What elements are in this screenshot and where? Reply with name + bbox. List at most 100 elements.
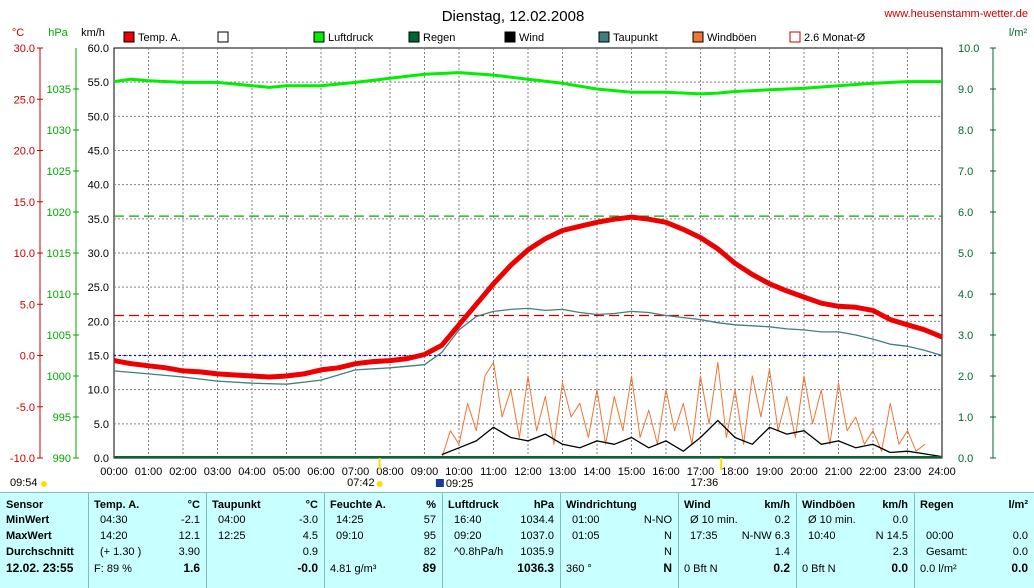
- rain-tick-label: 2.0: [958, 371, 973, 383]
- temp-tick-label: 20.0: [14, 146, 35, 158]
- legend-swatch: [123, 31, 135, 43]
- hum-stats-column: Feuchte A.% 14:25 57 09:10 95 82 4.81 g/m³ 89: [324, 493, 443, 588]
- wind-tick-label: 50.0: [88, 111, 109, 123]
- gust-current-label: 0 Bft N: [802, 563, 836, 575]
- dew-stats-column: Taupunkt °C 04:00 -3.0 12:25 4.5 0.9 -0.0: [206, 493, 325, 588]
- sensor-header: Sensor: [6, 499, 44, 511]
- x-tick-label: 08:00: [376, 466, 404, 478]
- hum-current-label: 4.81 g/m³: [330, 563, 377, 575]
- dew-current-value: -0.0: [297, 561, 318, 575]
- press-current-value: 1036.3: [517, 561, 554, 575]
- website-link[interactable]: www.heusenstamm-wetter.de: [883, 8, 1028, 20]
- rain-axis-unit: l/m²: [1009, 27, 1028, 39]
- weather-chart: °C hPa km/h 30.0 25.0 20.0 15.0 10.0 5.0 0.0 -5.0 -…: [10, 8, 1028, 490]
- rain-tick-label: 7.0: [958, 166, 973, 178]
- wind-tick-label: 15.0: [88, 351, 109, 363]
- rain-tick-label: 1.0: [958, 412, 973, 424]
- rain-current-label: 0.0 l/m²: [920, 563, 957, 575]
- legend-swatch: [598, 31, 610, 43]
- pressure-axis-unit: hPa: [48, 27, 68, 39]
- hum-min-time: 14:25: [336, 514, 364, 526]
- chart-title: Dienstag, 12.02.2008: [442, 8, 585, 25]
- hum-header: Feuchte A.: [330, 499, 386, 511]
- temp-current-label: F: 89 %: [94, 563, 132, 575]
- sun-icon: [376, 481, 383, 487]
- winddir-avg-value: N: [664, 546, 672, 558]
- legend-swatch: [313, 31, 325, 43]
- rain-tick-label: 3.0: [958, 330, 973, 342]
- x-tick-label: 07:00: [342, 466, 370, 478]
- wind-header: Wind: [684, 499, 711, 511]
- gust-current-value: 0.0: [891, 561, 908, 575]
- x-tick-label: 09:00: [411, 466, 439, 478]
- rain-tick-label: 6.0: [958, 207, 973, 219]
- moon-phase-icon: [435, 479, 444, 487]
- wind-tick-label: 10.0: [88, 385, 109, 397]
- x-tick-label: 17:00: [687, 466, 715, 478]
- hum-avg-value: 82: [423, 546, 436, 558]
- left-axes: °C hPa km/h 30.0 25.0 20.0 15.0 10.0 5.0 0.0 -5.0 -…: [10, 27, 109, 465]
- max-label: MaxWert: [6, 530, 52, 542]
- rain-tick-label: 0.0: [958, 453, 973, 465]
- legend-swatch: [692, 31, 704, 43]
- x-tick-label: 12:00: [514, 466, 542, 478]
- x-tick-label: 06:00: [307, 466, 335, 478]
- series-taupunkt: [113, 307, 943, 385]
- dew-min-time: 04:00: [218, 514, 246, 526]
- x-tick-label: 02:00: [169, 466, 197, 478]
- wind-tick-label: 35.0: [88, 214, 109, 226]
- gust-max-time: 10:40: [808, 530, 836, 542]
- legend-swatch: [789, 31, 801, 43]
- pressure-tick-label: 1020: [47, 207, 71, 219]
- temp-min-value: -2.1: [181, 514, 200, 526]
- wind-tick-label: 0.0: [94, 453, 109, 465]
- rain-tick-label: 5.0: [958, 248, 973, 260]
- pressure-tick-label: 1005: [47, 330, 71, 342]
- temp-tick-label: 5.0: [20, 299, 35, 311]
- x-tick-label: 19:00: [756, 466, 784, 478]
- press-min-value: 1034.4: [520, 514, 554, 526]
- x-tick-label: 24:00: [928, 466, 956, 478]
- winddir-min-time: 01:00: [572, 514, 600, 526]
- temp-avg-label: (+ 1.30 ): [100, 546, 142, 558]
- dew-avg-value: 0.9: [302, 546, 318, 558]
- rain-header: Regen: [920, 499, 954, 511]
- sunset-time: 17:36: [691, 477, 719, 489]
- gust-max-value: N 14.5: [875, 530, 908, 542]
- wind-axis-unit: km/h: [81, 27, 105, 39]
- x-tick-label: 00:00: [100, 466, 128, 478]
- wind-tick-label: 55.0: [88, 77, 109, 89]
- dew-header: Taupunkt: [212, 499, 261, 511]
- wind-max-time: 17:35: [690, 530, 718, 542]
- hum-max-time: 09:10: [336, 530, 364, 542]
- wind-min-time: Ø 10 min.: [690, 514, 738, 526]
- pressure-tick-label: 1015: [47, 248, 71, 260]
- legend-label: Wind: [519, 32, 544, 44]
- sunrise-time: 07:42: [347, 477, 375, 489]
- rain-tick-label: 8.0: [958, 125, 973, 137]
- gust-avg-value: 2.3: [892, 546, 908, 558]
- temp-tick-label: -5.0: [16, 402, 35, 414]
- pressure-tick-label: 995: [53, 412, 71, 424]
- sensor-column: Sensor MinWert MaxWert Durchschnitt 12.0…: [0, 493, 89, 588]
- temp-min-time: 04:30: [100, 514, 128, 526]
- reference-lines: [114, 215, 942, 357]
- x-tick-label: 20:00: [790, 466, 818, 478]
- winddir-max-time: 01:05: [572, 530, 600, 542]
- rain-tick-label: 4.0: [958, 289, 973, 301]
- legend-label: Luftdruck: [328, 32, 374, 44]
- rain-stats-column: Regen l/m² 00:00 0.0 Gesamt: 0.0 0.0 l/m² 0.0: [914, 493, 1034, 588]
- gust-min-time: Ø 10 min.: [808, 514, 856, 526]
- legend: Temp. A. Luftdruck Regen Wind Taupunkt Windbö…: [123, 31, 866, 44]
- pressure-tick-label: 1010: [47, 289, 71, 301]
- rain-avg-value: 0.0: [1012, 546, 1028, 558]
- x-tick-label: 05:00: [273, 466, 301, 478]
- pressure-tick-label: 990: [53, 453, 71, 465]
- rain-tick-label: 9.0: [958, 84, 973, 96]
- series-temp-a-: [113, 214, 943, 380]
- rain-unit: l/m²: [1008, 499, 1028, 511]
- rain-max-value: 0.0: [1012, 530, 1028, 542]
- series-luftdruck: [113, 71, 942, 96]
- rain-max-time: 00:00: [926, 530, 954, 542]
- hum-max-value: 95: [423, 530, 436, 542]
